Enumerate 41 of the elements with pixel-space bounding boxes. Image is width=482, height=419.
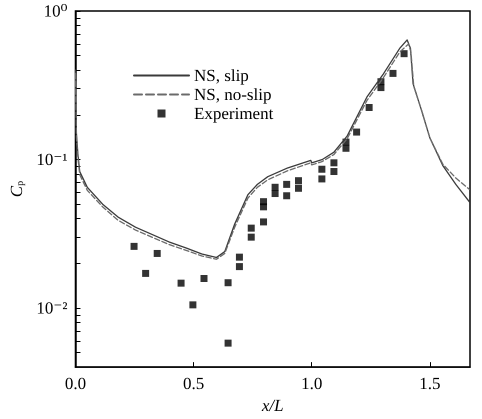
legend-label: Experiment	[194, 104, 274, 123]
point	[272, 190, 279, 198]
point	[330, 159, 338, 166]
y-tick-label: 10⁻²	[36, 298, 68, 318]
point	[353, 128, 360, 136]
point	[236, 254, 243, 261]
point	[283, 192, 290, 200]
point	[377, 84, 384, 92]
point	[189, 301, 196, 308]
point	[248, 234, 255, 241]
point	[178, 280, 185, 287]
point	[330, 168, 338, 176]
point	[200, 275, 208, 282]
y-tick-label: 10⁻¹	[36, 150, 68, 170]
point	[248, 224, 255, 232]
point	[389, 70, 396, 77]
point	[318, 166, 326, 173]
point	[236, 263, 243, 270]
point	[224, 340, 232, 347]
x-tick-label: 1.5	[419, 374, 440, 394]
y-tick-label: 10⁰	[44, 2, 68, 20]
point	[130, 242, 138, 250]
point	[224, 279, 232, 286]
point	[400, 50, 408, 58]
x-tick-label: 1.0	[301, 374, 322, 394]
point	[318, 175, 326, 182]
x-tick-label: 0.5	[182, 374, 204, 394]
point	[294, 177, 302, 184]
legend-label: NS, slip	[194, 66, 249, 85]
point	[294, 184, 302, 192]
point	[142, 270, 150, 277]
legend-label: NS, no-slip	[194, 85, 272, 104]
point	[366, 104, 373, 111]
point	[260, 218, 268, 226]
x-axis-title: x/L	[260, 396, 284, 415]
point	[342, 144, 350, 152]
point	[154, 250, 161, 257]
point	[260, 203, 268, 210]
point	[283, 180, 290, 188]
x-tick-label: 0.0	[64, 374, 86, 394]
y-axis-title: Cp	[7, 180, 26, 198]
